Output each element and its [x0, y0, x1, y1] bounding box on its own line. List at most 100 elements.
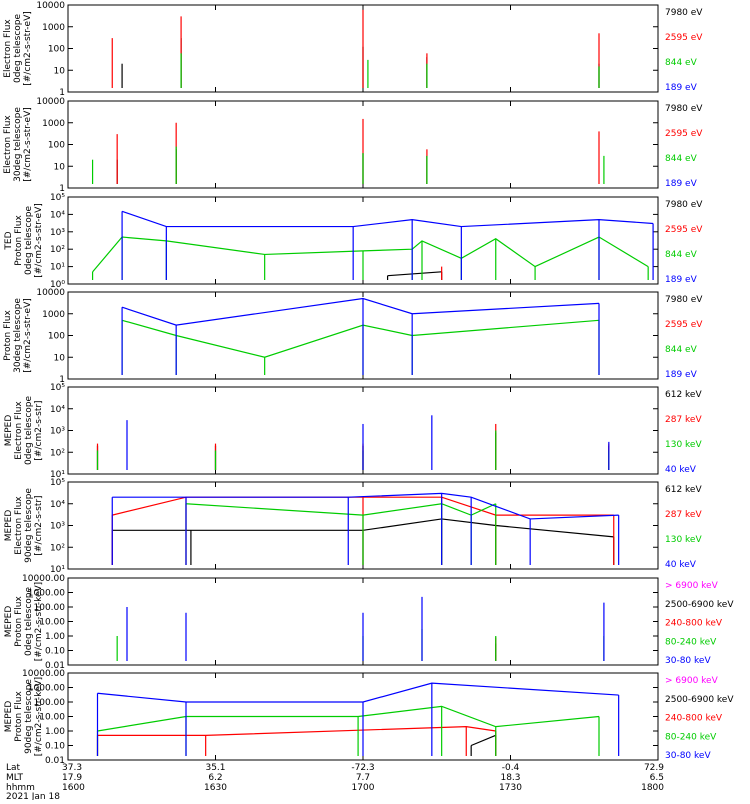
y-tick-label: 1.00: [45, 632, 65, 642]
x-tick-hhmm: 1700: [352, 783, 375, 793]
legend-entry: 189 eV: [665, 370, 698, 380]
series-line: [121, 297, 600, 326]
series-line: [121, 319, 600, 358]
panel-5: 10¹ 10² 10³ 10⁴ 10⁵ MEPED Electron Flux 0deg te…: [4, 383, 702, 480]
y-axis-label: MEPED: [4, 701, 14, 733]
series-line: [97, 682, 619, 703]
legend-entry: 7980 eV: [665, 8, 703, 18]
y-tick-label: 1000: [42, 23, 65, 33]
y-axis-label: 0deg telescope: [13, 14, 23, 84]
panel-8: 0.01 0.10 1.00 10.00 100.00 1000.00 10000.00 ME…: [4, 669, 734, 766]
y-axis-label: MEPED: [4, 510, 14, 542]
y-tick-label: 10000: [36, 1, 65, 11]
y-axis-label: Electron Flux: [14, 496, 24, 555]
y-tick-label: 10³: [50, 228, 65, 238]
y-tick-label: 0.10: [45, 742, 65, 752]
panel-6: 10¹ 10² 10³ 10⁴ 10⁵ MEPED Electron Flux 90deg t…: [4, 478, 702, 575]
y-tick-label: 10⁴: [50, 500, 65, 510]
legend-entry: 287 keV: [665, 415, 702, 425]
x-tick-mlt: 6.2: [208, 773, 222, 783]
legend-entry: 2500-6900 keV: [665, 695, 734, 705]
y-tick-label: 10¹: [50, 470, 65, 480]
x-tick-hhmm: 1730: [499, 783, 522, 793]
y-tick-label: 1.00: [45, 727, 65, 737]
x-tick-mlt: 17.9: [62, 773, 82, 783]
y-tick-label: 10⁵: [50, 383, 65, 393]
y-tick-label: 0.10: [45, 647, 65, 657]
y-axis-label: [#/cm2-s-str]: [34, 495, 44, 555]
y-tick-label: 1000: [42, 310, 65, 320]
y-tick-label: 100.00: [34, 603, 66, 613]
y-axis-label: [#/cm2-s-str-keV]: [34, 677, 44, 756]
x-tick-mlt: 6.5: [650, 773, 664, 783]
y-tick-label: 0.01: [45, 661, 65, 671]
y-axis-label: 30deg telescope: [13, 107, 23, 182]
y-axis-label: 0deg telescope: [24, 587, 34, 657]
y-axis-label: Proton Flux: [14, 596, 24, 647]
footer-row-label: hhmm: [6, 783, 35, 793]
legend-entry: 30-80 keV: [665, 751, 711, 761]
y-tick-label: 10²: [50, 448, 65, 458]
legend-entry: 844 eV: [665, 58, 698, 68]
y-tick-label: 10⁵: [50, 193, 65, 203]
legend-entry: 287 keV: [665, 510, 702, 520]
y-axis-label: [#/cm2-s-str-eV]: [34, 203, 44, 278]
legend-entry: > 6900 keV: [665, 676, 719, 686]
x-tick-hhmm: 1630: [204, 783, 227, 793]
series-line: [121, 210, 654, 228]
panel-1: 1 10 100 1000 10000 Electron Flux 0deg telesco…: [3, 1, 703, 98]
y-tick-label: 10²: [50, 543, 65, 553]
y-tick-label: 1000.00: [28, 589, 65, 599]
y-tick-label: 10⁰: [50, 280, 65, 290]
y-tick-label: 10¹: [50, 565, 65, 575]
legend-entry: 612 keV: [665, 390, 702, 400]
x-tick-lat: -72.3: [351, 763, 374, 773]
series-line: [92, 236, 649, 273]
legend-entry: 189 eV: [665, 179, 698, 189]
legend-entry: > 6900 keV: [665, 581, 719, 591]
y-axis-label: Proton Flux: [14, 215, 24, 266]
panel-2: 1 10 100 1000 10000 Electron Flux 30deg telesc…: [3, 97, 703, 194]
y-tick-label: 10000.00: [22, 574, 65, 584]
y-axis-label: 90deg telescope: [24, 679, 34, 754]
y-axis-label: Proton Flux: [3, 310, 13, 361]
legend-entry: 40 keV: [665, 465, 697, 475]
legend-entry: 240-800 keV: [665, 714, 723, 724]
footer-row-label: Lat: [6, 763, 21, 773]
y-axis-label: Proton Flux: [14, 691, 24, 742]
y-tick-label: 100.00: [34, 698, 66, 708]
legend-entry: 80-240 keV: [665, 637, 717, 647]
legend-entry: 844 eV: [665, 154, 698, 164]
y-tick-label: 1: [59, 88, 65, 98]
legend-entry: 240-800 keV: [665, 619, 723, 629]
x-tick-hhmm: 1600: [62, 783, 85, 793]
y-tick-label: 100: [48, 332, 65, 342]
y-axis-label: [#/cm2-s-str-keV]: [34, 582, 44, 661]
y-axis-label: 90deg telescope: [24, 488, 34, 563]
panel-7: 0.01 0.10 1.00 10.00 100.00 1000.00 10000.00 ME…: [4, 574, 734, 671]
panel-3: 10⁰ 10¹ 10² 10³ 10⁴ 10⁵ TED Proton Flux 0deg tel…: [4, 193, 703, 290]
y-tick-label: 10000: [36, 97, 65, 107]
x-tick-mlt: 18.3: [500, 773, 520, 783]
series-line: [112, 496, 614, 516]
legend-entry: 2500-6900 keV: [665, 600, 734, 610]
y-tick-label: 10³: [50, 427, 65, 437]
y-axis-label: [#/cm2-s-str-eV]: [23, 107, 33, 182]
legend-entry: 844 eV: [665, 250, 698, 260]
y-axis-label: [#/cm2-s-str-eV]: [23, 298, 33, 373]
legend-entry: 30-80 keV: [665, 656, 711, 666]
legend-entry: 2595 eV: [665, 225, 703, 235]
y-tick-label: 10.00: [39, 618, 65, 628]
legend-entry: 2595 eV: [665, 129, 703, 139]
series-line: [97, 705, 600, 732]
series-line: [185, 503, 497, 516]
y-tick-label: 1000.00: [28, 684, 65, 694]
legend-entry: 80-240 keV: [665, 732, 717, 742]
legend-entry: 7980 eV: [665, 200, 703, 210]
x-tick-mlt: 7.7: [356, 773, 370, 783]
x-tick-lat: 37.3: [62, 763, 82, 773]
y-tick-label: 10⁴: [50, 405, 65, 415]
y-axis-label: MEPED: [4, 606, 14, 638]
